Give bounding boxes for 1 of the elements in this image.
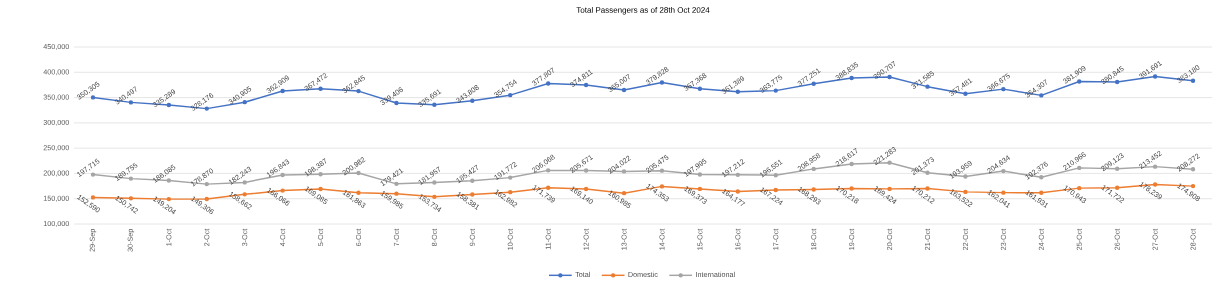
chart-title: Total Passengers as of 28th Oct 2024 bbox=[576, 6, 710, 15]
